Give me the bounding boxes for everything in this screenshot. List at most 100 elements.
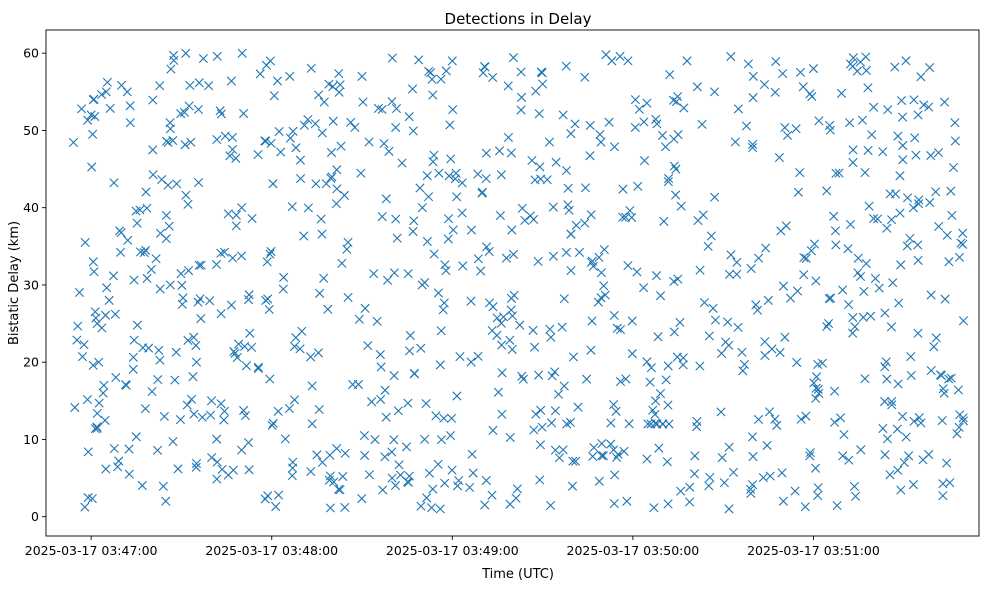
data-point: [508, 249, 519, 259]
data-point: [886, 215, 897, 225]
data-point: [527, 155, 537, 166]
data-point: [861, 65, 872, 76]
data-point: [634, 104, 644, 114]
data-point: [476, 266, 486, 276]
data-point: [861, 258, 871, 269]
data-point: [716, 348, 727, 358]
data-point: [872, 214, 883, 224]
data-point: [265, 249, 275, 259]
data-point: [958, 228, 968, 238]
data-point: [315, 288, 325, 298]
data-point: [507, 344, 517, 355]
data-point: [530, 175, 540, 185]
data-point: [505, 335, 515, 345]
data-point: [295, 344, 305, 354]
data-point: [230, 348, 240, 358]
data-point: [913, 255, 923, 265]
data-point: [598, 451, 608, 461]
data-point: [263, 491, 273, 501]
data-point: [391, 122, 401, 133]
data-point: [758, 472, 768, 483]
data-point: [692, 82, 702, 92]
data-point: [455, 351, 465, 362]
data-point: [291, 143, 301, 153]
data-point: [212, 474, 222, 484]
data-point: [422, 236, 432, 247]
data-point: [857, 115, 868, 125]
data-point: [869, 102, 879, 112]
data-point: [321, 179, 331, 189]
data-point: [434, 168, 444, 178]
data-point: [695, 361, 705, 371]
data-point: [898, 155, 908, 165]
data-point: [808, 64, 819, 74]
data-point: [893, 465, 903, 475]
data-point: [136, 247, 146, 257]
data-point: [443, 234, 453, 244]
data-point: [327, 172, 337, 182]
data-point: [913, 240, 923, 250]
data-point: [428, 157, 438, 167]
data-point: [609, 498, 619, 509]
data-point: [574, 247, 585, 257]
data-point: [660, 142, 671, 152]
y-tick-label: 20: [23, 355, 39, 370]
data-point: [595, 129, 605, 140]
data-point: [848, 145, 858, 155]
data-point: [798, 82, 808, 92]
data-point: [929, 342, 939, 352]
data-point: [844, 455, 854, 465]
data-point: [494, 146, 505, 156]
data-point: [813, 491, 823, 501]
data-point: [389, 435, 399, 445]
data-point: [505, 432, 515, 443]
data-point: [279, 272, 289, 282]
data-point: [219, 406, 230, 416]
data-point: [663, 400, 673, 410]
data-point: [663, 177, 673, 187]
data-point: [589, 442, 599, 453]
data-point: [436, 74, 446, 84]
data-point: [336, 141, 346, 151]
data-point: [651, 271, 662, 281]
data-point: [262, 257, 272, 267]
data-point: [587, 256, 597, 266]
data-point: [944, 374, 954, 384]
data-point: [593, 297, 604, 307]
data-point: [335, 80, 345, 90]
data-point: [724, 504, 734, 514]
data-point: [171, 347, 181, 357]
data-point: [785, 293, 796, 303]
data-point: [639, 283, 649, 293]
data-point: [606, 418, 616, 428]
data-point: [874, 283, 884, 293]
data-point: [313, 348, 324, 358]
data-point: [573, 402, 583, 412]
data-point: [534, 370, 544, 380]
data-point: [567, 481, 578, 491]
data-point: [89, 267, 99, 277]
data-point: [88, 95, 98, 105]
data-point: [733, 104, 743, 114]
data-point: [864, 201, 874, 211]
data-point: [919, 100, 929, 110]
data-point: [615, 376, 626, 387]
data-point: [902, 193, 913, 203]
data-point: [373, 103, 383, 113]
data-point: [94, 357, 104, 367]
data-point: [690, 451, 700, 461]
data-point: [82, 394, 93, 405]
data-point: [751, 300, 761, 310]
data-point: [387, 53, 397, 63]
data-point: [342, 244, 352, 254]
data-point: [317, 229, 327, 239]
data-point: [92, 408, 102, 419]
data-point: [610, 470, 620, 480]
data-point: [622, 496, 632, 506]
data-point: [566, 265, 576, 276]
data-point: [596, 137, 606, 147]
data-point: [439, 413, 449, 423]
data-point: [484, 298, 495, 308]
data-point: [795, 167, 805, 178]
data-point: [125, 118, 135, 128]
